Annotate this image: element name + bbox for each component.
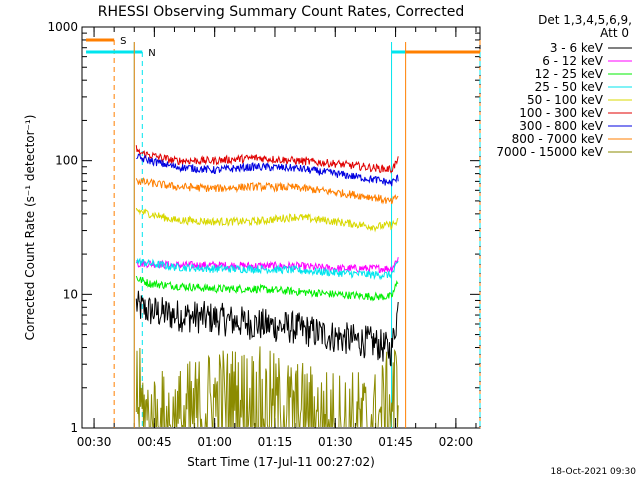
legend-label: 100 - 300 keV <box>519 106 603 120</box>
chart-title: RHESSI Observing Summary Count Rates, Co… <box>98 4 464 20</box>
x-tick-label: 01:15 <box>258 435 293 449</box>
footer-date: 18-Oct-2021 09:30 <box>551 467 637 477</box>
series-line-7 <box>136 153 399 187</box>
series-line-3 <box>135 275 399 302</box>
legend-title-line2: Att 0 <box>600 26 629 40</box>
series-group <box>135 145 399 427</box>
legend-label: 7000 - 15000 keV <box>496 145 603 159</box>
legend-title-line1: Det 1,3,4,5,6,9, <box>538 13 632 27</box>
series-line-1 <box>135 290 399 367</box>
legend-label: 300 - 800 keV <box>519 119 603 133</box>
series-line-2 <box>135 257 399 275</box>
y-tick-label: 100 <box>55 154 78 168</box>
legend-label: 25 - 50 keV <box>535 80 604 94</box>
series-line-6 <box>135 145 399 174</box>
annotation-label: S <box>120 36 126 47</box>
series-line-9 <box>135 346 399 427</box>
x-tick-label: 01:30 <box>318 435 353 449</box>
y-tick-label: 1 <box>70 421 78 435</box>
y-tick-label: 1000 <box>47 20 78 34</box>
legend-label: 6 - 12 keV <box>542 54 604 68</box>
legend-label: 3 - 6 keV <box>550 41 604 55</box>
legend-label: 12 - 25 keV <box>535 67 604 81</box>
annotation-label: N <box>148 48 155 59</box>
x-axis-label: Start Time (17-Jul-11 00:27:02) <box>187 455 375 469</box>
legend-label: 50 - 100 keV <box>527 93 604 107</box>
plot-frame <box>81 26 481 429</box>
y-tick-label: 10 <box>63 287 78 301</box>
series-line-4 <box>135 257 399 281</box>
x-tick-label: 02:00 <box>439 435 474 449</box>
x-tick-label: 01:45 <box>378 435 413 449</box>
series-line-5 <box>135 207 399 233</box>
x-tick-label: 01:00 <box>197 435 232 449</box>
legend-label: 800 - 7000 keV <box>512 132 604 146</box>
x-tick-label: 00:30 <box>77 435 112 449</box>
x-tick-label: 00:45 <box>137 435 172 449</box>
y-axis-label: Corrected Count Rate (s⁻¹ detector⁻¹) <box>23 115 37 341</box>
series-line-8 <box>135 177 399 205</box>
